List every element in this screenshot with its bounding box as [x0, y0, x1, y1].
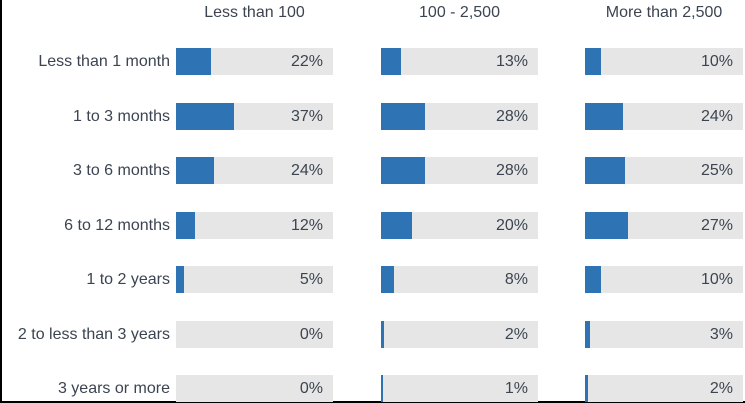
bar-track: 28% — [381, 157, 538, 184]
column-header: Less than 100 — [204, 4, 305, 21]
row-label: Less than 1 month — [38, 53, 170, 70]
bar-track: 22% — [176, 48, 333, 75]
bar-fill — [585, 321, 590, 348]
bar-value: 24% — [290, 162, 323, 179]
bar-value: 27% — [700, 217, 733, 234]
bar-fill — [381, 103, 425, 130]
bar-track: 24% — [585, 103, 743, 130]
bar-fill — [585, 48, 601, 75]
bar-track: 28% — [381, 103, 538, 130]
bar-fill — [381, 157, 425, 184]
bar-fill — [381, 266, 394, 293]
bar-track: 20% — [381, 212, 538, 239]
bar-track: 10% — [585, 266, 743, 293]
column-header: 100 - 2,500 — [419, 4, 500, 21]
bar-value: 2% — [504, 326, 528, 343]
bar-track: 8% — [381, 266, 538, 293]
bar-value: 28% — [495, 162, 528, 179]
bar-value: 28% — [495, 108, 528, 125]
bar-value: 0% — [299, 326, 323, 343]
bar-track: 24% — [176, 157, 333, 184]
bar-value: 25% — [700, 162, 733, 179]
bar-track: 3% — [585, 321, 743, 348]
bar-fill — [381, 48, 402, 75]
bar-track: 2% — [585, 375, 743, 402]
bar-fill — [176, 157, 214, 184]
bar-fill — [176, 103, 235, 130]
bar-value: 20% — [495, 217, 528, 234]
column-header: More than 2,500 — [605, 4, 723, 21]
row-label: 3 years or more — [57, 380, 170, 397]
bar-track: 5% — [176, 266, 333, 293]
row-label: 1 to 2 years — [86, 271, 170, 288]
bar-track: 2% — [381, 321, 538, 348]
bar-fill — [176, 48, 211, 75]
bar-value: 13% — [495, 53, 528, 70]
bar-track: 10% — [585, 48, 743, 75]
bar-fill — [381, 321, 385, 348]
row-label: 3 to 6 months — [73, 162, 170, 179]
bar-value: 0% — [299, 380, 323, 397]
bar-value: 2% — [709, 380, 733, 397]
bar-track: 12% — [176, 212, 333, 239]
bar-fill — [585, 266, 601, 293]
bottom-border-line — [0, 401, 745, 403]
bar-value: 24% — [700, 108, 733, 125]
bar-value: 5% — [299, 271, 323, 288]
bar-fill — [585, 103, 623, 130]
bar-fill — [585, 157, 625, 184]
bar-value: 3% — [709, 326, 733, 343]
row-label: 2 to less than 3 years — [17, 326, 170, 343]
bar-fill — [176, 266, 184, 293]
bar-fill — [381, 212, 413, 239]
left-border-line — [0, 0, 2, 403]
bar-fill — [585, 375, 589, 402]
bar-value: 22% — [290, 53, 323, 70]
bar-value: 10% — [700, 53, 733, 70]
bar-track: 0% — [176, 375, 333, 402]
bar-track: 25% — [585, 157, 743, 184]
row-label: 1 to 3 months — [73, 108, 170, 125]
row-label: 6 to 12 months — [64, 217, 170, 234]
bar-track: 0% — [176, 321, 333, 348]
bar-track: 37% — [176, 103, 333, 130]
bar-value: 8% — [504, 271, 528, 288]
bar-track: 27% — [585, 212, 743, 239]
bar-value: 37% — [290, 108, 323, 125]
bar-fill — [381, 375, 383, 402]
bar-fill — [176, 212, 195, 239]
bar-track: 13% — [381, 48, 538, 75]
bar-value: 12% — [290, 217, 323, 234]
bar-track: 1% — [381, 375, 538, 402]
bar-fill — [585, 212, 628, 239]
bar-value: 1% — [504, 380, 528, 397]
bar-value: 10% — [700, 271, 733, 288]
